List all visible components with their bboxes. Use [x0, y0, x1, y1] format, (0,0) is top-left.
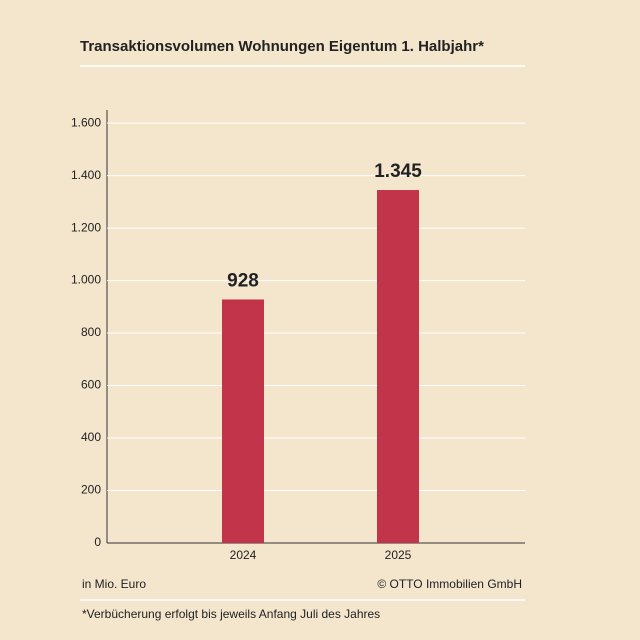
y-tick-label: 1.200: [71, 220, 101, 234]
y-tick-label: 0: [94, 535, 101, 549]
footnote: *Verbücherung erfolgt bis jeweils Anfang…: [82, 607, 380, 621]
value-label: 928: [227, 270, 259, 291]
y-tick-label: 1.400: [71, 168, 101, 182]
y-tick-label: 1.000: [71, 273, 101, 287]
value-label: 1.345: [374, 161, 422, 182]
bar: [222, 299, 264, 543]
y-tick-label: 400: [81, 430, 101, 444]
y-tick-label: 800: [81, 325, 101, 339]
chart-title: Transaktionsvolumen Wohnungen Eigentum 1…: [80, 38, 484, 55]
y-tick-label: 600: [81, 378, 101, 392]
x-tick-label: 2024: [230, 548, 257, 562]
x-tick-label: 2025: [385, 548, 412, 562]
unit-label: in Mio. Euro: [82, 577, 146, 591]
y-tick-label: 200: [81, 483, 101, 497]
bar: [377, 190, 419, 543]
source: © OTTO Immobilien GmbH: [377, 577, 522, 591]
y-tick-label: 1.600: [71, 115, 101, 129]
